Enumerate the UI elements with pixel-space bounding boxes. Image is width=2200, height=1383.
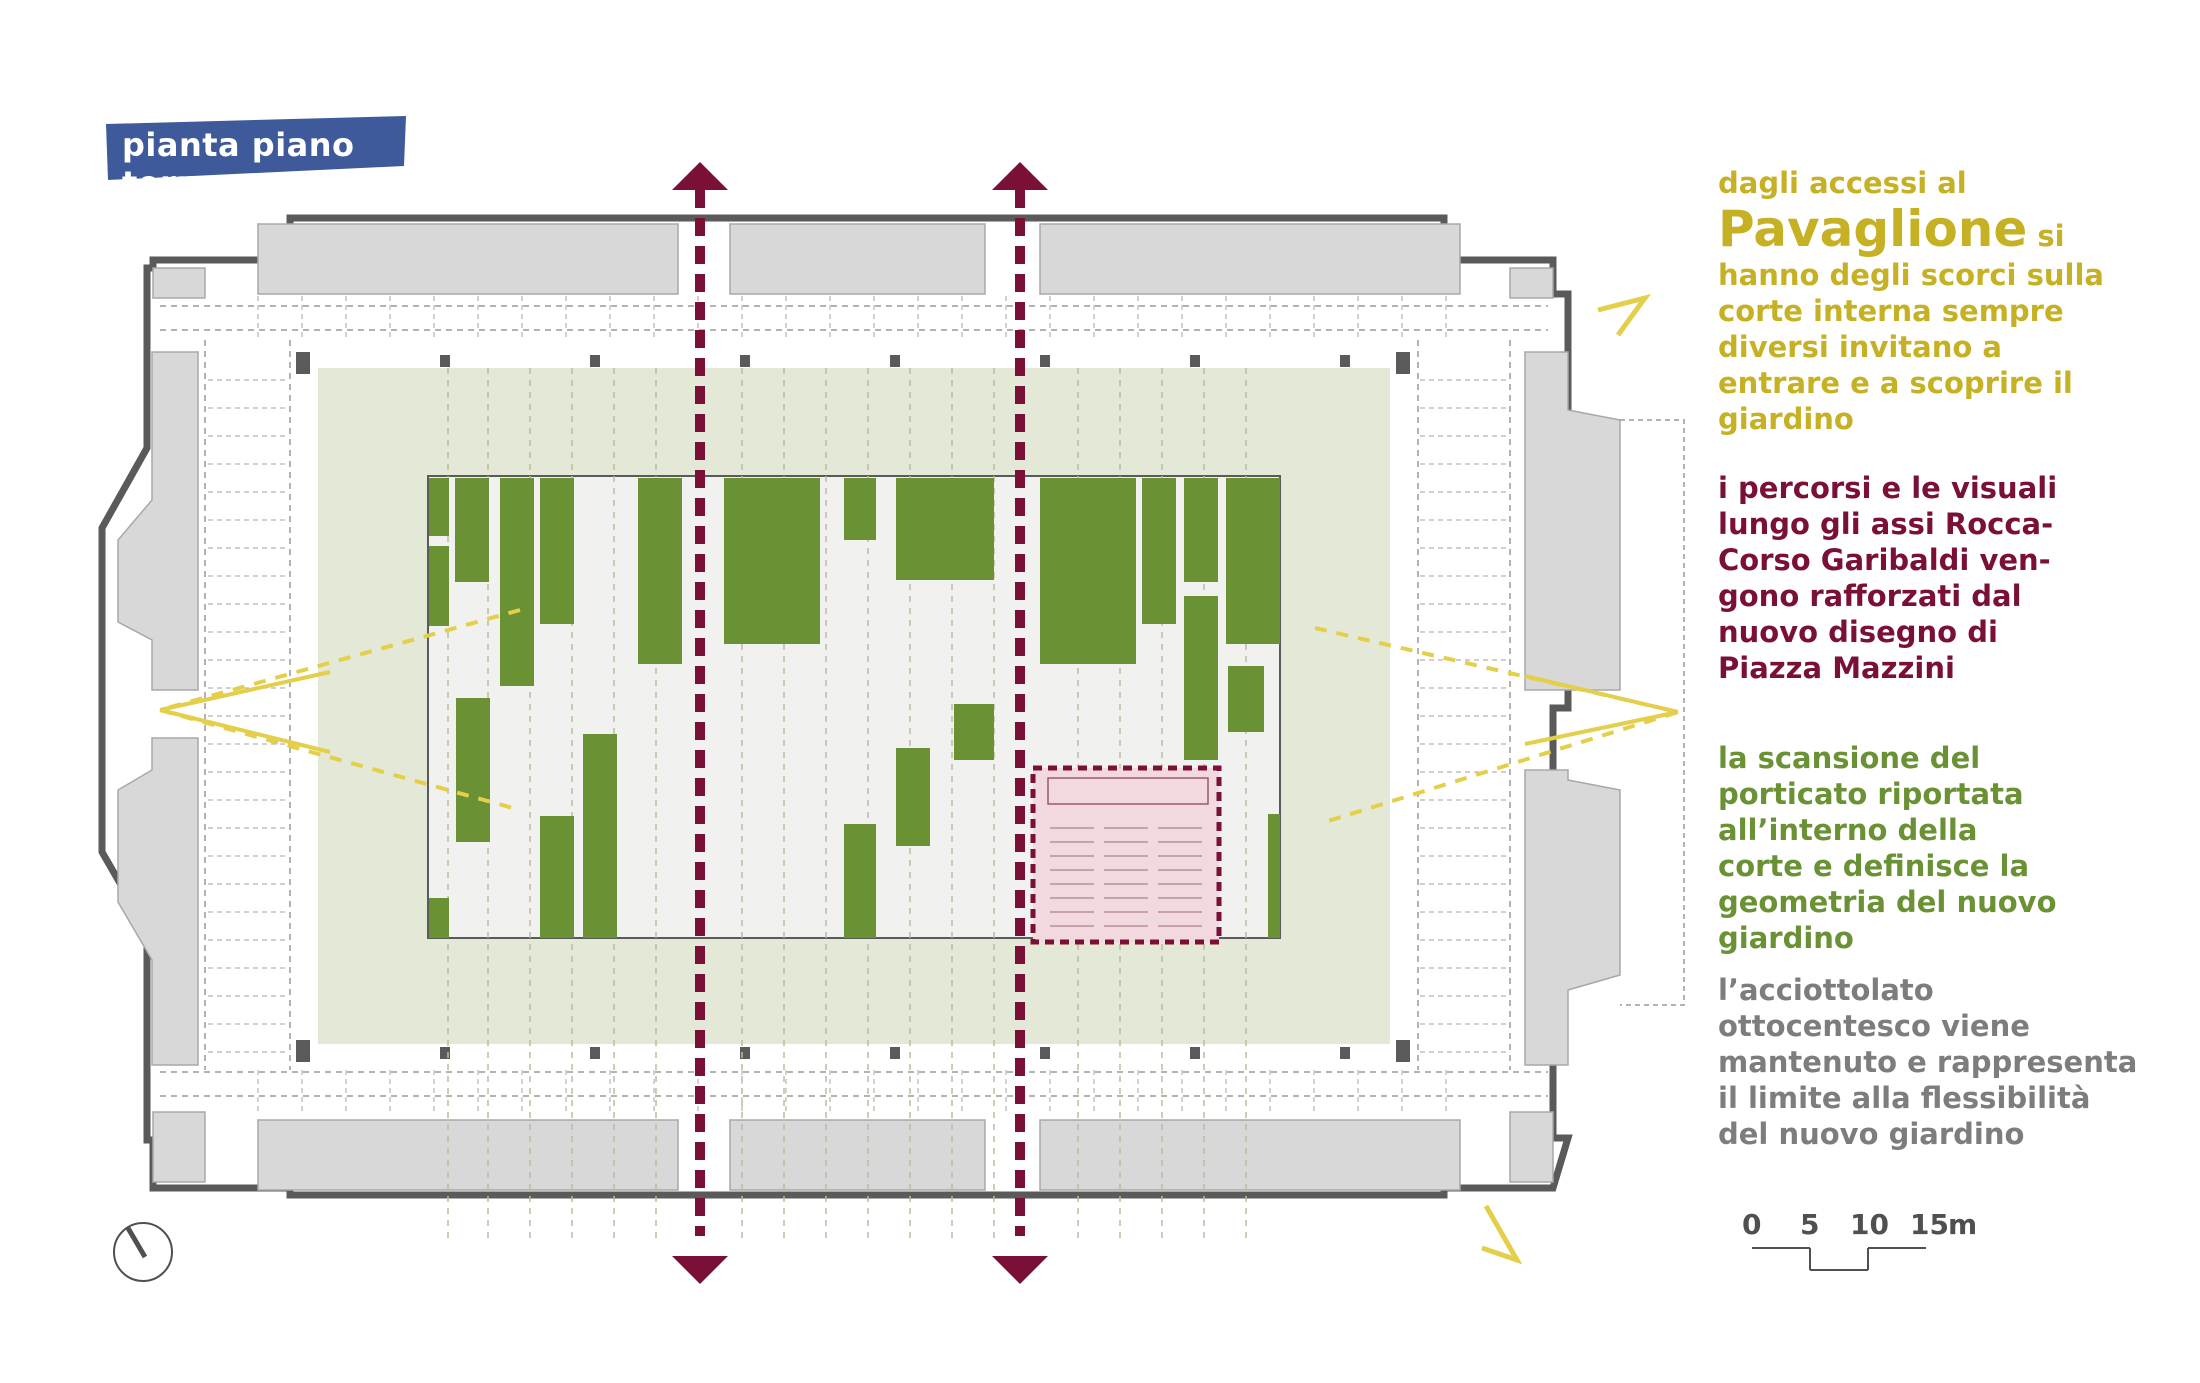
right-bracket [1620,419,1685,1006]
scale-label-15: 15 [1910,1208,1949,1241]
note-accessi-big: Pavaglione [1718,200,2028,258]
note-scansione-line5: geometria del nuovo [1718,885,2057,919]
note-accessi-line4: corte interna sempre [1718,294,2064,328]
note-acciottolato-line3: mantenuto e rappresenta [1718,1045,2138,1079]
note-accessi-si: si [2027,219,2065,253]
note-acciottolato-line4: il limite alla flessibilità [1718,1081,2091,1115]
note-acciottolato: l’acciottolato ottocentesco viene manten… [1718,972,2137,1152]
note-percorsi-line1: i percorsi e le visuali [1718,471,2058,505]
note-percorsi-line3: Corso Garibaldi ven- [1718,543,2051,577]
note-percorsi-line4: gono rafforzati dal [1718,579,2022,613]
auditorium [1030,765,1222,945]
pillars [296,352,1410,1062]
chevron-marks [1481,293,1652,1265]
building-blocks [117,223,1621,1191]
axis-arrow-up-right [992,162,1048,190]
scale-bar-graphic [1752,1247,1926,1271]
portico-grid [160,305,1548,1097]
axis-arrow-down-left [672,1256,728,1284]
scale-label-10: 10 [1850,1208,1889,1241]
note-accessi-line2: Pavaglione si [1718,201,2104,257]
note-accessi-line3: hanno degli scorci sulla [1718,258,2104,292]
note-acciottolato-line1: l’acciottolato [1718,973,1934,1007]
note-percorsi-line6: Piazza Mazzini [1718,651,1955,685]
portico-cells [208,296,1508,1114]
note-scansione-line4: corte e definisce la [1718,849,2030,883]
note-scansione-line1: la scansione del [1718,741,1981,775]
note-accessi-line5: diversi invitano a [1718,330,2002,364]
note-percorsi: i percorsi e le visuali lungo gli assi R… [1718,470,2057,686]
scale-unit: m [1948,1208,1978,1241]
axis-arrow-down-right [992,1256,1048,1284]
note-acciottolato-line2: ottocentesco viene [1718,1009,2030,1043]
note-percorsi-line5: nuovo disegno di [1718,615,1998,649]
note-scansione: la scansione del porticato riportata all… [1718,740,2057,956]
note-accessi: dagli accessi al Pavaglione si hanno deg… [1718,165,2104,437]
note-accessi-line6: entrare e a scoprire il [1718,366,2073,400]
axis-arrow-up-left [672,162,728,190]
axes-rocca-garibaldi [672,162,1048,1284]
north-arrow-icon [113,1222,173,1282]
note-percorsi-line2: lungo gli assi Rocca- [1718,507,2054,541]
note-scansione-line2: porticato riportata [1718,777,2024,811]
note-acciottolato-line5: del nuovo giardino [1718,1117,2025,1151]
note-scansione-line6: giardino [1718,921,1854,955]
note-accessi-line1: dagli accessi al [1718,166,1967,200]
sightlines [152,608,1686,824]
title-tag: pianta piano terra [106,116,406,202]
note-accessi-line7: giardino [1718,402,1854,436]
garden-beds [429,478,1280,938]
scale-bar: 0 5 10 15 m [1736,1208,1978,1268]
scale-label-5: 5 [1800,1208,1820,1241]
scale-label-0: 0 [1742,1208,1762,1241]
note-scansione-line3: all’interno della [1718,813,1978,847]
page-title: pianta piano terra [122,126,355,202]
